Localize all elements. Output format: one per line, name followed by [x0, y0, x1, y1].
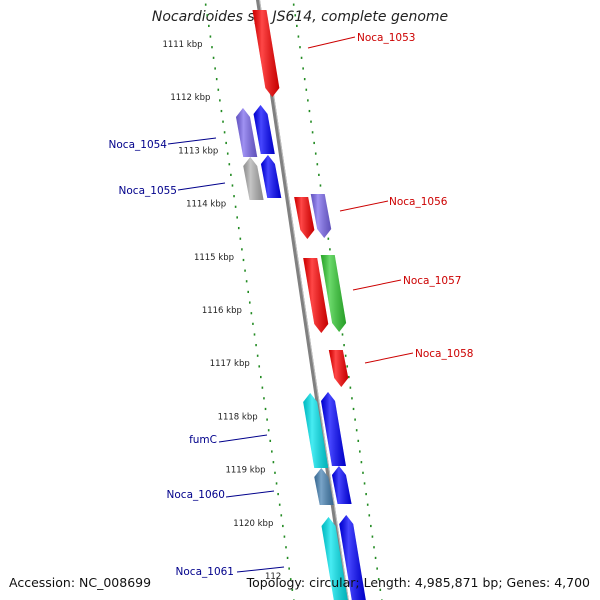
kbp-label: 1112 kbp [170, 93, 210, 103]
kbp-axis-labels: 1111 kbp 1112 kbp 1113 kbp 1114 kbp 1115 kbp… [162, 40, 281, 582]
gene-label[interactable]: fumC [189, 434, 217, 446]
gene-feature-shading [253, 105, 275, 154]
gene-feature-shading [235, 108, 258, 157]
gene-label[interactable]: Noca_1054 [109, 139, 168, 151]
gene-feature-shading [339, 515, 366, 600]
gene-label[interactable]: Noca_1057 [403, 275, 461, 287]
gene-feature-shading [328, 350, 349, 387]
kbp-label: 1111 kbp [162, 40, 202, 50]
kbp-label: 112 [265, 572, 281, 582]
kbp-label: 1119 kbp [225, 466, 265, 476]
gene-label[interactable]: Noca_1053 [357, 32, 415, 44]
summary-text: Topology: circular; Length: 4,985,871 bp… [246, 575, 590, 590]
gene-feature-shading [321, 392, 346, 466]
gene-feature-shading [303, 393, 329, 468]
leader-line [236, 566, 285, 573]
gene-feature-shading [252, 10, 280, 97]
gene-label[interactable]: Noca_1056 [389, 196, 448, 208]
gene-labels: Noca_1053 Noca_1054 Noca_1055 Noca_1056 Noca… [109, 32, 474, 578]
gene-feature-shading [310, 194, 332, 238]
gene-feature-shading [331, 466, 352, 504]
kbp-label: 1120 kbp [233, 519, 273, 529]
leader-line [218, 434, 268, 443]
leader-line [352, 279, 402, 291]
gene-label[interactable]: Noca_1061 [176, 566, 234, 578]
kbp-label: 1113 kbp [178, 146, 218, 156]
accession-text: Accession: NC_008699 [9, 575, 152, 590]
kbp-label: 1117 kbp [210, 359, 250, 369]
gene-leader-lines [167, 36, 414, 573]
gene-feature-shading [260, 155, 282, 198]
gene-feature-shading [294, 197, 315, 239]
leader-line [307, 36, 356, 49]
gene-label[interactable]: Noca_1060 [167, 489, 225, 501]
leader-line [225, 490, 275, 498]
gene-feature-shading [321, 517, 348, 600]
gene-feature-shading [314, 468, 334, 505]
leader-line [177, 182, 226, 191]
gene-label[interactable]: Noca_1058 [415, 348, 473, 360]
backbone-highlight [258, 0, 349, 600]
gene-feature-shading [303, 258, 329, 333]
map-title: Nocardioides sp. JS614, complete genome [151, 9, 449, 25]
gene-label[interactable]: Noca_1055 [119, 185, 177, 197]
leader-line [167, 137, 217, 145]
leader-line [339, 200, 389, 212]
leader-line [364, 352, 414, 364]
feature-track [235, 10, 366, 600]
gene-feature-shading [320, 255, 347, 332]
kbp-label: 1114 kbp [186, 200, 226, 210]
gene-feature-shading [243, 157, 264, 200]
kbp-label: 1115 kbp [194, 253, 234, 263]
kbp-label: 1116 kbp [202, 306, 242, 316]
tick-track-left [204, 3, 295, 600]
kbp-label: 1118 kbp [218, 412, 258, 422]
